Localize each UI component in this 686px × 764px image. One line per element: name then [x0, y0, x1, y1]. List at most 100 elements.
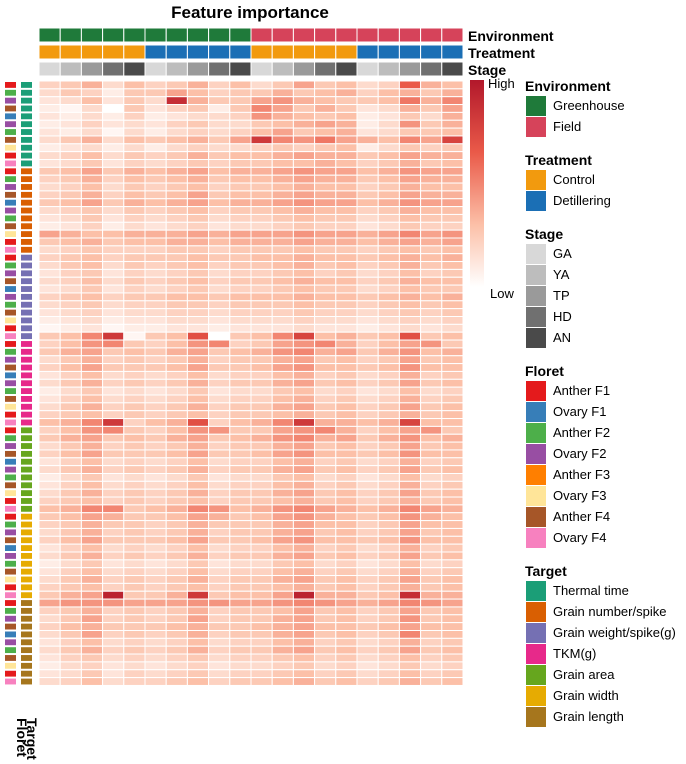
heatmap-cell	[250, 669, 273, 679]
heatmap-cell	[80, 622, 104, 632]
heatmap-cell	[292, 551, 316, 561]
heatmap-cell	[335, 590, 358, 600]
heatmap-cell	[38, 127, 61, 137]
legend-item: Grain area	[525, 665, 685, 686]
stage-annotation-cell	[144, 61, 167, 77]
environment-annotation-cell	[335, 27, 358, 43]
heatmap-cell	[271, 104, 294, 113]
heatmap-cell	[144, 418, 167, 427]
heatmap-cell	[314, 96, 337, 106]
heatmap-cell	[377, 527, 400, 537]
heatmap-cell	[314, 473, 337, 482]
heatmap-cell	[208, 308, 231, 317]
heatmap-cell	[441, 637, 464, 647]
heatmap-cell	[250, 637, 273, 647]
floret-annotation-cell	[5, 317, 16, 324]
heatmap-cell	[59, 465, 82, 474]
heatmap-cell	[250, 127, 273, 137]
heatmap-cell	[144, 590, 167, 600]
heatmap-cell	[186, 661, 210, 671]
heatmap-cell	[229, 386, 252, 396]
heatmap-cell	[229, 151, 252, 160]
heatmap-cell	[314, 418, 337, 427]
heatmap-cell	[292, 480, 316, 490]
heatmap-cell	[441, 151, 464, 160]
heatmap-cell	[102, 378, 125, 388]
legend-title: Stage	[525, 226, 564, 242]
heatmap-cell	[123, 143, 146, 153]
stage-annotation-cell	[102, 61, 125, 77]
heatmap-cell	[271, 308, 294, 317]
heatmap-cell	[271, 543, 294, 553]
heatmap-cell	[165, 143, 188, 153]
heatmap-cell	[59, 473, 82, 482]
heatmap-cell	[123, 488, 146, 498]
heatmap-cell	[59, 496, 82, 506]
heatmap-cell	[144, 630, 167, 639]
heatmap-cell	[123, 80, 146, 90]
legend-swatch	[526, 328, 546, 348]
heatmap-cell	[186, 292, 210, 302]
heatmap-cell	[144, 527, 167, 537]
heatmap-cell	[38, 229, 61, 239]
heatmap-cell	[314, 151, 337, 160]
heatmap-cell	[186, 308, 210, 317]
heatmap-cell	[208, 480, 231, 490]
heatmap-cell	[420, 535, 443, 545]
floret-annotation-cell	[5, 411, 16, 418]
treatment-annotation-cell	[102, 44, 125, 60]
heatmap-cell	[229, 143, 252, 153]
heatmap-cell	[144, 512, 167, 522]
heatmap-cell	[123, 473, 146, 482]
target-annotation-cell	[21, 662, 32, 669]
heatmap-cell	[80, 300, 104, 310]
floret-annotation-cell	[5, 458, 16, 465]
heatmap-cell	[377, 370, 400, 380]
heatmap-cell	[398, 88, 422, 98]
legend-label: Control	[553, 172, 595, 187]
heatmap-cell	[59, 347, 82, 357]
heatmap-cell	[314, 253, 337, 263]
heatmap-cell	[335, 339, 358, 349]
heatmap-cell	[144, 111, 167, 121]
heatmap-cell	[271, 590, 294, 600]
heatmap-cell	[229, 111, 252, 121]
heatmap-cell	[102, 637, 125, 647]
heatmap-cell	[335, 614, 358, 624]
heatmap-cell	[38, 386, 61, 396]
floret-annotation-cell	[5, 176, 16, 183]
heatmap-cell	[123, 308, 146, 317]
heatmap-cell	[398, 104, 422, 113]
heatmap-cell	[59, 166, 82, 176]
heatmap-cell	[38, 323, 61, 333]
heatmap-cell	[356, 213, 379, 223]
heatmap-cell	[38, 174, 61, 184]
heatmap-cell	[356, 480, 379, 490]
heatmap-cell	[356, 370, 379, 380]
treatment-annotation-cell	[420, 44, 443, 60]
heatmap-cell	[80, 292, 104, 302]
floret-annotation-cell	[5, 231, 16, 237]
heatmap-cell	[208, 677, 231, 686]
heatmap-cell	[229, 182, 252, 192]
heatmap-cell	[398, 402, 422, 412]
heatmap-cell	[420, 159, 443, 168]
heatmap-cell	[102, 284, 125, 294]
heatmap-cell	[208, 370, 231, 380]
legend-label: Ovary F2	[553, 446, 607, 461]
stage-annotation-cell	[38, 61, 61, 77]
heatmap-cell	[271, 159, 294, 168]
heatmap-cell	[123, 669, 146, 679]
heatmap-cell	[186, 316, 210, 325]
floret-annotation-cell	[5, 199, 16, 206]
heatmap-cell	[144, 433, 167, 443]
heatmap-cell	[377, 316, 400, 325]
heatmap-cell	[441, 480, 464, 490]
heatmap-cell	[356, 582, 379, 592]
legend-group-stage: Stage GA YA TP HD AN	[525, 226, 685, 349]
heatmap-cell	[377, 80, 400, 90]
heatmap-cell	[186, 630, 210, 639]
heatmap-cell	[123, 96, 146, 106]
floret-annotation-cell	[5, 427, 16, 434]
target-annotation-cell	[21, 623, 32, 630]
